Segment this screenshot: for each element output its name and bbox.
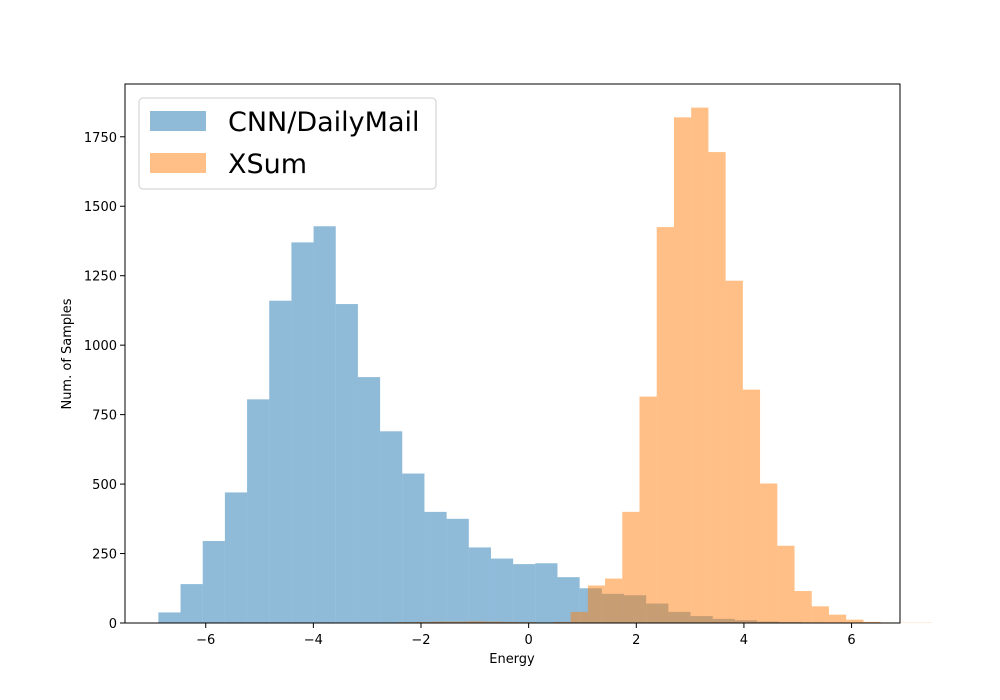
x-tick-label: −4	[304, 633, 323, 648]
histogram-bar-xsum	[846, 619, 864, 623]
y-tick-label: 1500	[84, 200, 117, 215]
histogram-bar-xsum	[691, 107, 709, 624]
histogram-bar-cnn-dailymail	[402, 473, 425, 623]
histogram-bar-xsum	[794, 591, 812, 623]
legend: CNN/DailyMail XSum	[138, 97, 437, 190]
histogram-bar-xsum	[622, 511, 640, 623]
legend-box	[138, 97, 437, 190]
histogram-bar-cnn-dailymail	[180, 584, 203, 623]
plot-frame	[124, 83, 901, 624]
histogram-bar-xsum	[863, 621, 881, 623]
histogram-bar-xsum	[553, 621, 571, 623]
x-tick-label: 2	[632, 633, 640, 648]
histogram-bar-xsum	[501, 621, 519, 623]
axes-layer: −6 −4 −2 0 2 4 6 0 250 500 750 1000 1250 1500 1750	[84, 131, 856, 648]
histogram-bar-xsum	[708, 152, 726, 623]
y-tick-label: 1250	[84, 270, 117, 285]
histogram-bar-xsum	[450, 621, 468, 623]
x-tick-label: −6	[196, 633, 215, 648]
histogram-bar-cnn-dailymail	[468, 547, 491, 623]
legend-swatch-xsum	[150, 153, 206, 173]
histogram-bar-xsum	[656, 227, 674, 623]
histogram-bar-xsum	[777, 545, 795, 623]
histogram-bar-cnn-dailymail	[535, 563, 558, 623]
histogram-bar-xsum	[570, 611, 588, 623]
histogram-bar-xsum	[587, 585, 606, 623]
legend-label-cnn-dailymail: CNN/DailyMail	[228, 107, 420, 138]
histogram-bar-xsum	[828, 614, 847, 623]
histogram-bar-cnn-dailymail	[446, 518, 469, 623]
histogram-bar-xsum	[605, 578, 623, 623]
histogram-bar-cnn-dailymail	[313, 226, 336, 624]
histogram-bar-xsum	[432, 621, 451, 623]
histogram-bar-cnn-dailymail	[357, 377, 381, 623]
histogram-bar-cnn-dailymail	[247, 399, 270, 623]
y-tick-label: 1000	[84, 339, 117, 354]
histogram-bar-cnn-dailymail	[335, 304, 358, 623]
histogram-bar-xsum	[639, 396, 657, 623]
y-axis-label: Num. of Samples	[60, 298, 75, 409]
histogram-bar-xsum	[467, 621, 485, 623]
y-tick-label: 1750	[84, 131, 117, 146]
histogram-bar-cnn-dailymail	[513, 564, 536, 623]
histogram-bar-cnn-dailymail	[424, 511, 447, 623]
histogram-bar-xsum	[760, 483, 778, 623]
histogram-bar-cnn-dailymail	[557, 577, 580, 623]
legend-label-xsum: XSum	[228, 149, 307, 180]
x-tick-label: 0	[525, 633, 533, 648]
histogram-bar-cnn-dailymail	[269, 300, 292, 623]
histogram-bar-xsum	[484, 621, 502, 623]
histogram-bar-xsum	[415, 621, 433, 623]
x-tick-label: 6	[847, 633, 855, 648]
histogram-bar-xsum	[811, 606, 829, 623]
histogram-bar-cnn-dailymail	[291, 242, 314, 624]
legend-swatch-cnn-dailymail	[150, 111, 206, 131]
y-tick-label: 0	[109, 617, 117, 632]
x-tick-label: −2	[411, 633, 430, 648]
x-tick-label: 4	[740, 633, 748, 648]
y-tick-label: 750	[92, 409, 117, 424]
y-tick-label: 250	[92, 548, 117, 563]
histogram-bar-xsum	[725, 280, 743, 623]
bars-layer	[158, 107, 933, 624]
histogram-bar-cnn-dailymail	[490, 558, 514, 623]
histogram-bar-xsum	[742, 389, 761, 623]
x-axis-label: Energy	[489, 652, 535, 667]
histogram-bar-xsum	[673, 117, 692, 623]
histogram-bar-cnn-dailymail	[380, 431, 403, 623]
y-tick-label: 500	[92, 478, 117, 493]
histogram-bar-cnn-dailymail	[158, 612, 181, 623]
histogram-bar-cnn-dailymail	[224, 492, 248, 623]
histogram-bar-cnn-dailymail	[202, 541, 225, 623]
